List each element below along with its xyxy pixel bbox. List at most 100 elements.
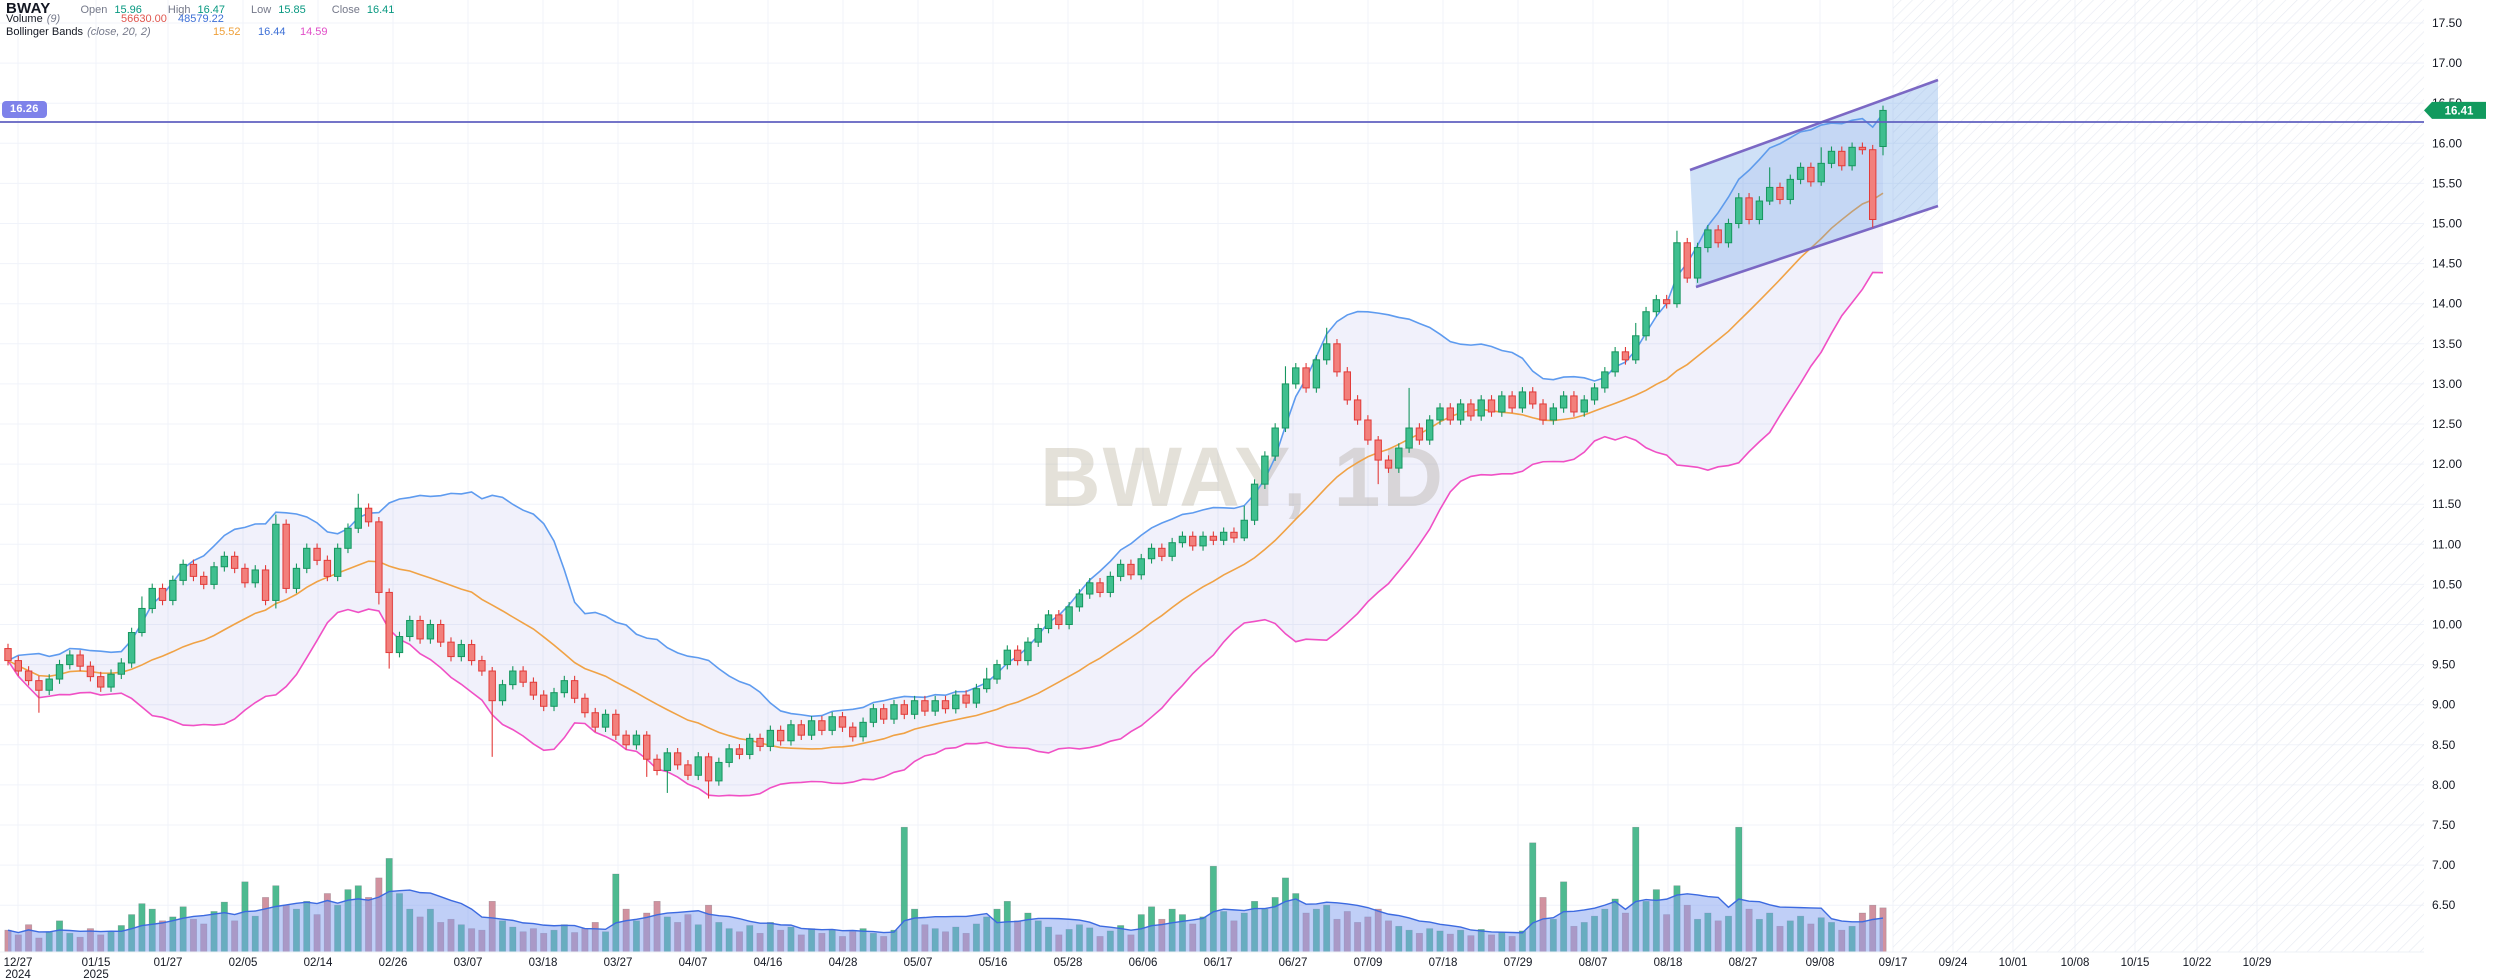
candle: [261, 569, 270, 601]
candle: [1127, 563, 1135, 576]
candle: [478, 660, 486, 672]
candle: [344, 527, 352, 549]
candle: [1250, 483, 1259, 521]
legend-row-bollinger: Bollinger Bands (close, 20, 2) 15.52 16.4…: [6, 26, 394, 39]
candle: [1508, 395, 1516, 409]
candle: [467, 644, 476, 662]
price-tick-label: 11.00: [2432, 537, 2461, 551]
candle: [1456, 403, 1465, 421]
candle: [107, 673, 115, 688]
legend-row-volume: Volume (9) 56630.00 48579.22: [6, 13, 394, 26]
price-axis[interactable]: 6.50 7.00 7.50 8.00 8.50 9.00 9.50 10.00 10.50 11…: [2424, 0, 2494, 980]
time-tick-label: 06/17: [1204, 957, 1233, 969]
candles-layer[interactable]: [4, 105, 1887, 799]
candle: [828, 716, 836, 731]
candle: [1436, 407, 1444, 421]
candle: [1230, 531, 1238, 539]
candle: [97, 676, 105, 688]
time-tick-label: 03/18: [529, 957, 558, 969]
bb-fill: [8, 113, 1883, 797]
candle: [581, 697, 589, 714]
time-tick-label: 05/16: [979, 957, 1008, 969]
price-tick-label: 14.00: [2432, 297, 2462, 311]
close-label: Close: [331, 4, 360, 16]
candle: [519, 670, 527, 683]
candle: [1261, 455, 1269, 485]
price-tick-label: 7.00: [2432, 858, 2456, 872]
volume-ma-line[interactable]: [7, 889, 1884, 934]
time-tick-label: 04/28: [829, 957, 858, 969]
candle: [1044, 614, 1053, 630]
candle: [900, 704, 908, 715]
candle: [1168, 542, 1176, 557]
candle: [303, 547, 311, 569]
bb-basis-line[interactable]: [7, 192, 1884, 750]
candle: [1395, 447, 1403, 469]
candle: [1374, 439, 1382, 461]
candle: [879, 708, 888, 720]
candle: [1106, 575, 1115, 593]
candle: [1055, 614, 1063, 626]
candle: [1003, 649, 1012, 666]
price-tick-label: 14.50: [2432, 257, 2462, 271]
candle: [1343, 371, 1351, 401]
time-tick-label: 05/07: [904, 957, 933, 969]
candle: [179, 563, 187, 581]
time-tick-label: 08/07: [1579, 957, 1608, 969]
time-tick-label: 02/14: [304, 957, 333, 969]
time-tick-label: 05/28: [1054, 957, 1083, 969]
candle: [1477, 399, 1485, 417]
candle: [210, 566, 218, 585]
legend-row-symbol-ohlc: BWAY Open 15.96 High 16.47 Low 15.85 Close 16.41: [6, 0, 394, 17]
candle: [540, 694, 548, 707]
candle: [220, 555, 229, 568]
candle: [1312, 359, 1321, 389]
candle: [694, 756, 702, 776]
candle: [416, 619, 424, 640]
candle: [643, 734, 651, 760]
time-tick-label: 02/26: [379, 957, 408, 969]
candle: [1549, 407, 1558, 421]
time-tick-label: 10/22: [2183, 957, 2212, 969]
price-tick-label: 16.00: [2432, 136, 2462, 150]
bb-indicator-label[interactable]: Bollinger Bands: [6, 26, 84, 38]
time-tick-label: 01/27: [154, 957, 183, 969]
candle: [550, 692, 558, 707]
candle: [169, 579, 177, 601]
volume-indicator-param: (9): [46, 13, 61, 25]
time-tick-label: 07/29: [1504, 957, 1533, 969]
parallel-channel-drawing[interactable]: [1689, 78, 1939, 289]
candle: [632, 734, 641, 746]
candle: [684, 764, 692, 776]
candle: [1529, 391, 1537, 405]
symbol-title[interactable]: BWAY: [6, 0, 51, 17]
horizontal-line-price-label[interactable]: 16.26: [2, 101, 47, 118]
time-tick-label: 06/27: [1279, 957, 1308, 969]
candle: [1662, 299, 1671, 305]
candle: [931, 700, 939, 712]
time-tick-label: 09/17: [1879, 957, 1908, 969]
candle: [4, 648, 12, 662]
high-value: 16.47: [197, 4, 226, 16]
candle: [66, 654, 74, 666]
volume-indicator-label[interactable]: Volume: [6, 13, 43, 25]
candle: [673, 752, 682, 766]
price-tick-label: 6.50: [2432, 898, 2456, 912]
candle: [1704, 229, 1712, 249]
candle: [1292, 367, 1300, 385]
candle: [601, 713, 610, 728]
time-tick-sublabel: 2024: [5, 969, 31, 980]
candle: [86, 665, 95, 678]
candle: [375, 521, 383, 593]
candle: [1786, 178, 1794, 200]
bb-lower-line[interactable]: [7, 271, 1884, 797]
candle: [1384, 459, 1393, 469]
candle: [1611, 351, 1619, 373]
candle: [612, 713, 620, 736]
candle: [313, 547, 321, 561]
price-tick-label: 7.50: [2432, 818, 2456, 832]
bb-upper-line[interactable]: [7, 113, 1884, 718]
